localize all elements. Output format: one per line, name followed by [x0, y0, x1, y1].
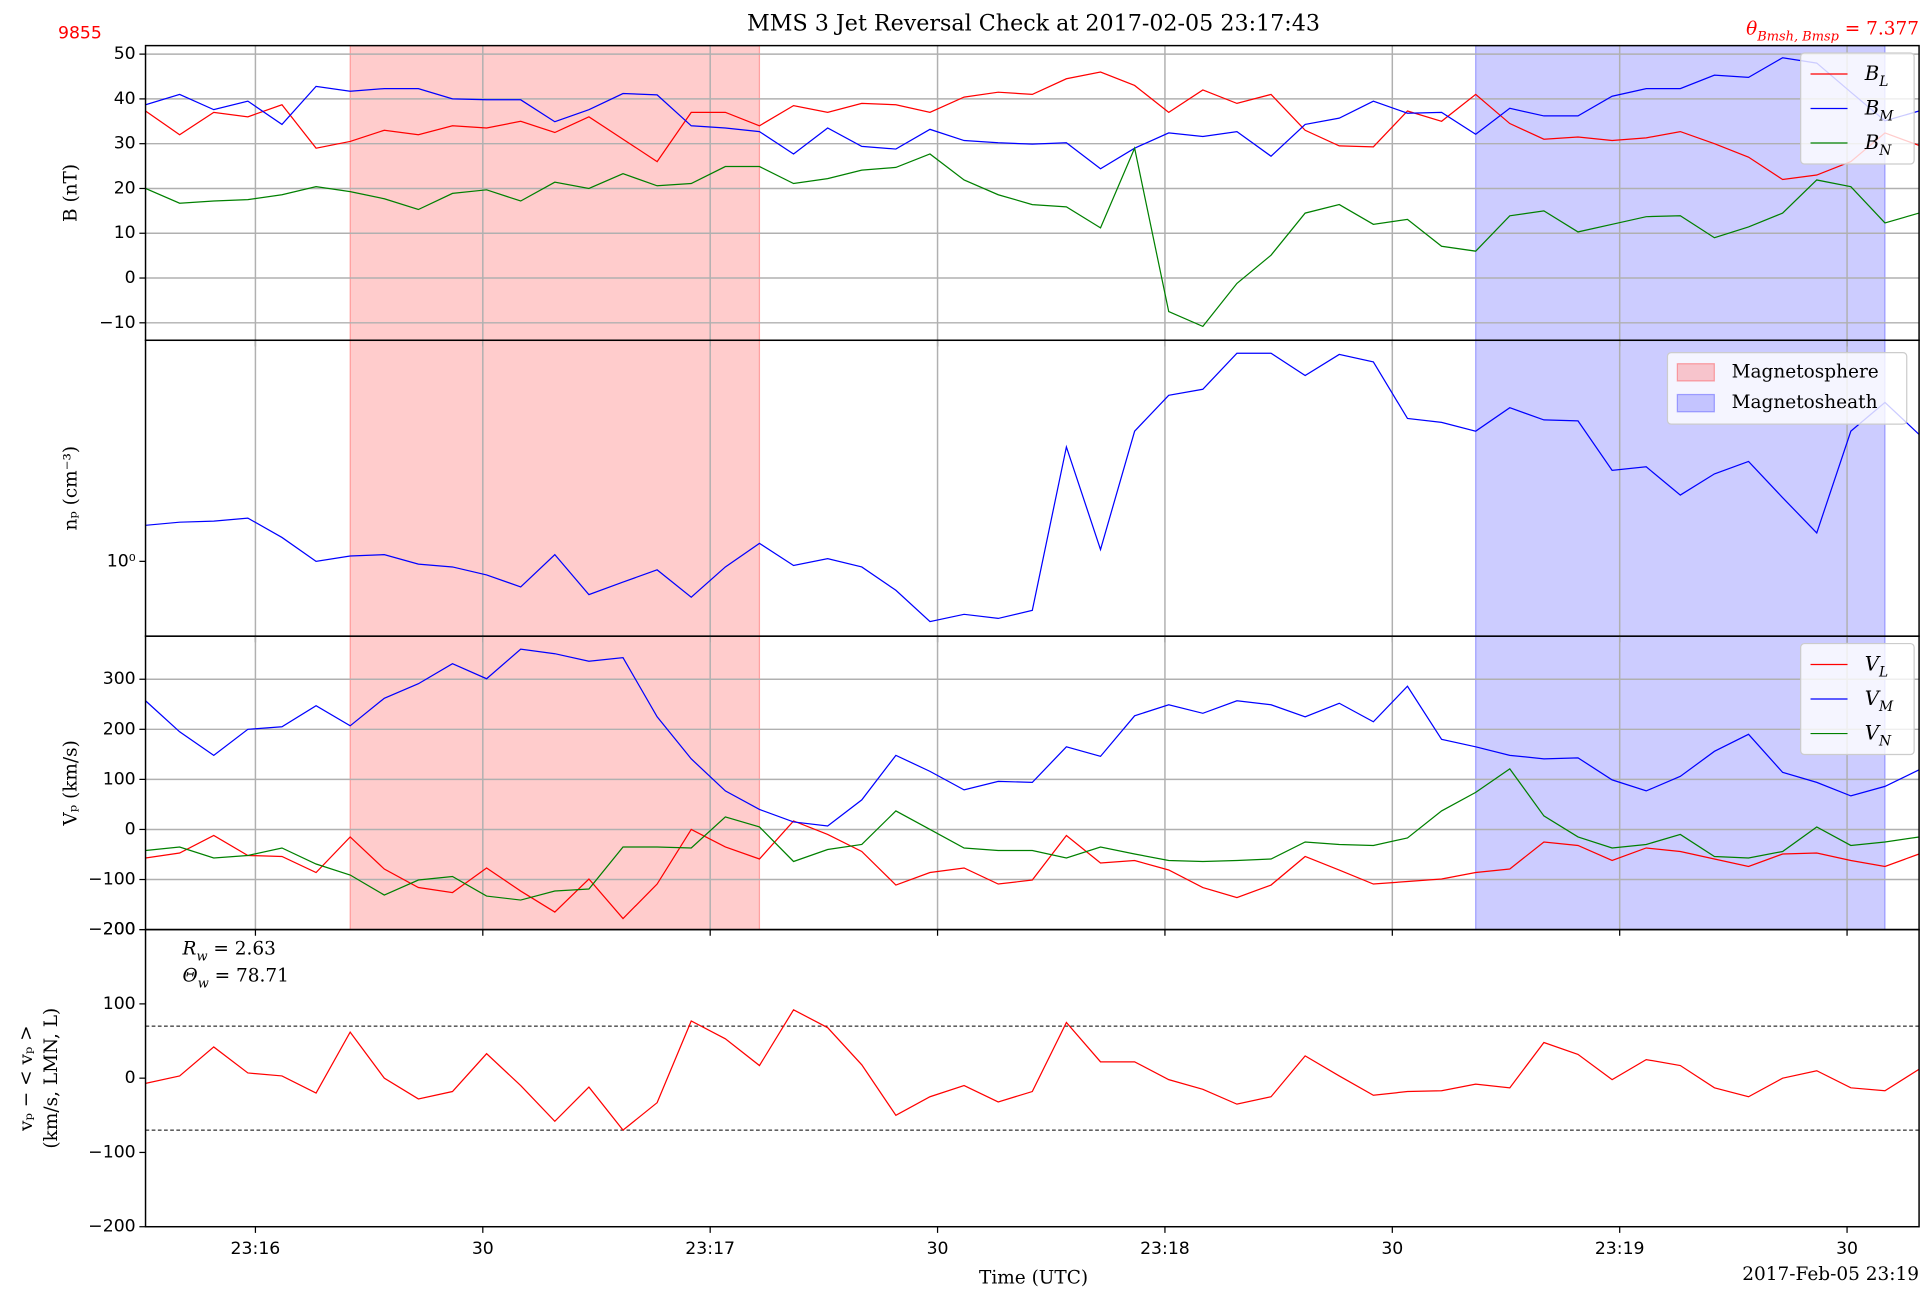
y-axis-label: (km/s, LMN, L)	[41, 1008, 62, 1149]
legend-box	[1666, 351, 1908, 425]
id-label: 9855	[58, 23, 102, 43]
y-tick-label: 200	[103, 719, 136, 739]
x-tick-label: 23:17	[685, 1239, 735, 1259]
y-tick-label: 10	[114, 223, 136, 243]
text-part: R	[182, 938, 197, 959]
x-tick-label: 30	[927, 1239, 949, 1259]
x-tick-label: 30	[1381, 1239, 1403, 1259]
text-part: = 7.377	[1839, 19, 1919, 40]
series-line	[145, 352, 1920, 623]
y-tick-label: 50	[114, 44, 136, 64]
series-line	[145, 1009, 1920, 1132]
series-line	[145, 71, 1920, 181]
axes-frame	[144, 928, 1920, 1228]
y-tick-label: −100	[88, 870, 135, 890]
y-tick-label: 0	[125, 819, 136, 839]
series-line	[145, 820, 1920, 920]
x-tick-label: 23:19	[1595, 1239, 1645, 1259]
y-tick-label: 0	[125, 268, 136, 288]
legend-label: VM	[1865, 687, 1894, 715]
legend-label: VN	[1865, 721, 1892, 749]
y-tick-label: 40	[114, 89, 136, 109]
date-label: 2017-Feb-05 23:19	[1742, 1264, 1919, 1285]
annotation: Rw = 2.63	[182, 938, 276, 964]
y-tick-label: 30	[114, 134, 136, 154]
y-tick-label: 200	[103, 920, 136, 940]
legend-label: Magnetosheath	[1732, 392, 1878, 413]
panel	[145, 636, 1920, 930]
x-tick-label: 23:16	[231, 1239, 281, 1259]
series-line	[145, 768, 1920, 901]
x-axis-label: Time (UTC)	[979, 1268, 1088, 1289]
y-axis-label: Vₚ (km/s)	[61, 740, 82, 826]
y-tick-label: 300	[103, 669, 136, 689]
legend-label: BN	[1864, 131, 1893, 159]
legend-label: BL	[1864, 61, 1889, 89]
panel	[145, 1009, 1920, 1132]
angle-label: θBmsh, Bmsp = 7.377	[1746, 19, 1919, 45]
text-part: Bmsh, Bmsp	[1756, 30, 1839, 45]
series-line	[145, 57, 1920, 170]
y-axis-label: vₚ − < vₚ >	[16, 1025, 37, 1132]
series-line	[145, 648, 1920, 827]
y-tick-label: −200	[88, 920, 135, 940]
x-tick-label: 23:18	[1140, 1239, 1190, 1259]
text-part: = 2.63	[208, 938, 276, 959]
series-line	[145, 146, 1920, 328]
text-part: w	[198, 976, 209, 991]
y-tick-label: −200	[88, 1217, 135, 1237]
region	[349, 340, 761, 637]
x-tick-label: 30	[1836, 1239, 1858, 1259]
x-tick-label: 30	[472, 1239, 494, 1259]
y-tick-label: 20	[114, 178, 136, 198]
y-tick-label: 10⁰	[107, 551, 136, 571]
legend-label: VL	[1865, 652, 1888, 680]
legend-box	[1800, 52, 1915, 165]
y-tick-label: −100	[88, 1142, 135, 1162]
y-tick-label: 0	[125, 1068, 136, 1088]
y-tick-label: 100	[103, 769, 136, 789]
region	[349, 45, 761, 341]
y-axis-label: nₚ (cm⁻³)	[61, 446, 82, 531]
figure-title: MMS 3 Jet Reversal Check at 2017-02-05 2…	[747, 11, 1320, 37]
legend-swatch	[1676, 363, 1715, 382]
text-part: Θ	[183, 965, 198, 986]
legend-label: BM	[1864, 96, 1895, 124]
legend-swatch	[1676, 393, 1715, 413]
annotation: Θw = 78.71	[183, 965, 289, 991]
y-tick-label: −10	[99, 313, 135, 333]
text-part: w	[196, 949, 207, 964]
region	[349, 636, 761, 930]
y-axis-label: B (nT)	[61, 164, 82, 222]
y-tick-label: 100	[103, 994, 136, 1014]
legend-label: Magnetosphere	[1732, 361, 1879, 382]
text-part: θ	[1746, 19, 1757, 40]
text-part: = 78.71	[209, 965, 289, 986]
legend-box	[1800, 642, 1915, 756]
